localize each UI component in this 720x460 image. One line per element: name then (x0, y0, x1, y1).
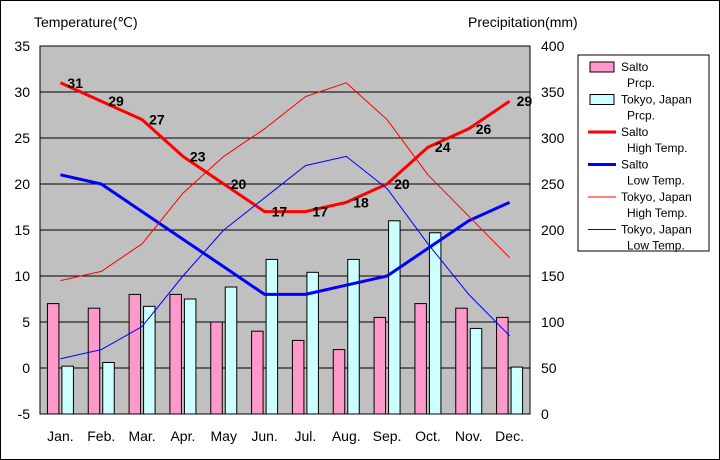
data-label: 26 (476, 121, 492, 137)
right-tick-label: 150 (541, 268, 565, 284)
x-tick-label: Oct. (415, 428, 441, 444)
data-labels: 31 29 27 23 20 17 17 18 20 24 26 29 (67, 75, 532, 220)
x-tick-label: May (211, 428, 237, 444)
left-tick-label: 0 (22, 360, 30, 376)
x-tick-label: Dec. (495, 428, 524, 444)
left-tick-label: 35 (14, 38, 30, 54)
legend-label-line2: High Temp. (627, 141, 687, 155)
left-axis-ticks: -5 0 5 10 15 20 25 30 35 (14, 38, 30, 422)
data-label: 31 (67, 75, 83, 91)
precip-bar (128, 293, 142, 415)
left-tick-label: 30 (14, 84, 30, 100)
left-tick-label: 15 (14, 222, 30, 238)
right-tick-label: 0 (541, 406, 549, 422)
temp-line (59, 81, 511, 214)
temp-line (60, 173, 511, 296)
data-label: 18 (353, 194, 369, 210)
data-label: 29 (517, 93, 533, 109)
data-label: 20 (394, 176, 410, 192)
left-tick-label: -5 (18, 406, 31, 422)
precip-bar (414, 303, 427, 415)
right-tick-label: 100 (541, 314, 565, 330)
right-tick-label: 350 (541, 84, 565, 100)
legend-label-line1: Salto (621, 60, 649, 74)
right-tick-label: 300 (541, 130, 565, 146)
left-axis-title: Temperature(℃) (34, 14, 138, 30)
left-tick-label: 20 (14, 176, 30, 192)
legend-label-line2: Low Temp. (627, 174, 685, 188)
precip-bars (46, 220, 524, 415)
left-tick-label: 5 (22, 314, 30, 330)
precip-bar (428, 232, 442, 415)
left-tick-label: 10 (14, 268, 30, 284)
temp-lines (59, 81, 511, 360)
x-tick-label: Apr. (170, 428, 195, 444)
legend-label-line2: Low Temp. (627, 239, 685, 253)
precip-bar (224, 286, 238, 415)
precip-bar (469, 327, 483, 415)
right-axis-title: Precipitation(mm) (468, 14, 578, 30)
legend-label-line1: Tokyo, Japan (621, 93, 692, 107)
data-label: 20 (231, 176, 247, 192)
legend: Salto Prcp. Tokyo, Japan Prcp. Salto High Tem… (577, 54, 710, 253)
temp-line (60, 82, 510, 282)
data-label: 17 (272, 204, 288, 220)
right-tick-label: 250 (541, 176, 565, 192)
plot-border (39, 45, 531, 415)
right-tick-label: 200 (541, 222, 565, 238)
x-tick-label: Feb. (87, 428, 115, 444)
data-label: 27 (149, 112, 165, 128)
temp-line (60, 155, 510, 360)
precip-bar (291, 339, 305, 415)
legend-swatch (589, 61, 615, 73)
data-label: 29 (108, 93, 124, 109)
legend-label-line2: Prcp. (627, 76, 655, 90)
x-tick-label: Jan. (47, 428, 73, 444)
precip-bar (251, 330, 264, 415)
x-axis-ticks: Jan. Feb. Mar. Apr. May Jun. Jul. Aug. Sep. Oct. N… (47, 428, 524, 444)
legend-label-line1: Salto (621, 158, 649, 172)
x-tick-label: Jul. (295, 428, 317, 444)
precip-bar (373, 316, 387, 415)
data-label: 23 (190, 148, 206, 164)
legend-label-line1: Tokyo, Japan (621, 223, 692, 237)
legend-label-line2: Prcp. (627, 109, 655, 123)
precip-bar (388, 220, 401, 415)
x-tick-label: Sep. (373, 428, 402, 444)
precip-bar (455, 307, 468, 415)
precip-bar (87, 307, 101, 415)
right-tick-label: 400 (541, 38, 565, 54)
x-tick-label: Aug. (332, 428, 361, 444)
x-tick-label: Jun. (251, 428, 277, 444)
right-axis-ticks: 0 50 100 150 200 250 300 350 400 (541, 38, 565, 422)
legend-label-line2: High Temp. (627, 206, 687, 220)
precip-bar (46, 303, 60, 415)
data-label: 17 (312, 204, 328, 220)
legend-swatch (589, 94, 615, 105)
precip-bar (102, 361, 115, 415)
precip-bar (169, 293, 182, 415)
right-tick-label: 50 (541, 360, 557, 376)
data-label: 24 (435, 139, 451, 155)
precip-bar (210, 321, 223, 415)
precip-bar (510, 366, 524, 415)
precip-bar (265, 258, 279, 415)
left-tick-label: 25 (14, 130, 30, 146)
x-tick-label: Nov. (455, 428, 483, 444)
precip-bar (61, 365, 74, 415)
legend-box (577, 54, 710, 252)
precip-bar (183, 298, 197, 415)
precip-bar (332, 349, 346, 415)
x-tick-label: Mar. (128, 428, 155, 444)
legend-label-line1: Salto (621, 125, 649, 139)
legend-label-line1: Tokyo, Japan (621, 190, 692, 204)
